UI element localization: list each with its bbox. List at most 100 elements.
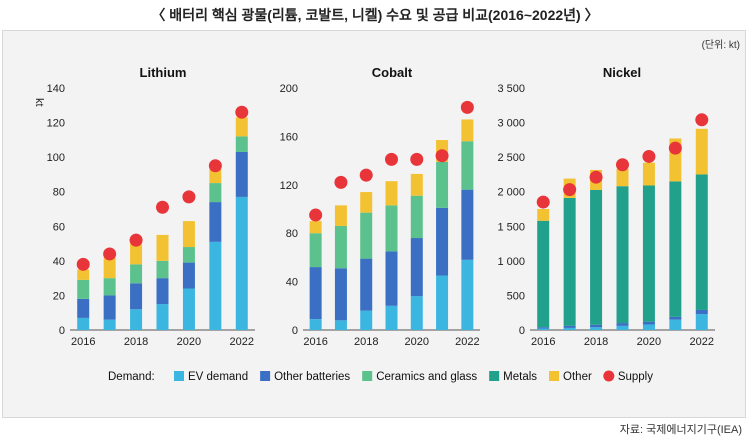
nickel-bar-other-batteries [669,316,682,320]
cobalt-supply-point [460,100,474,114]
nickel-supply-point [589,170,603,184]
nickel-supply-point [668,141,682,155]
cobalt-bar-other [360,192,373,213]
legend-item-other-batteries: Other batteries [274,371,350,383]
nickel-bar-ev-demand [563,327,576,330]
cobalt-bar-ev-demand [360,310,373,330]
nickel-bar-metals [563,197,576,326]
lithium-bar-other [209,169,222,184]
cobalt-xtick: 2016 [303,336,327,348]
figure-title: 〈 배터리 핵심 광물(리튬, 코발트, 니켈) 수요 및 공급 비교(2016… [151,7,599,23]
cobalt-ytick: 40 [286,277,298,289]
nickel-bar-ev-demand [537,328,550,330]
cobalt-bar-ev-demand [334,320,347,330]
lithium-supply-point [182,190,196,204]
nickel-bar-metals [537,220,550,328]
nickel-bar-ev-demand [642,324,655,330]
cobalt-bar-ceramics-and-glass [309,233,322,268]
cobalt-bar-other-batteries [385,251,398,306]
nickel-xtick: 2022 [690,336,714,348]
nickel-bar-other-batteries [695,309,708,315]
cobalt-ytick: 200 [280,83,298,95]
nickel-title: Nickel [603,65,641,80]
cobalt-bar-ev-demand [309,319,322,330]
lithium-supply-point [208,159,222,173]
cobalt-ytick: 80 [286,228,298,240]
lithium-bar-ceramics-and-glass [130,264,143,284]
lithium-bar-ceramics-and-glass [209,183,222,203]
lithium-ytick: 60 [53,221,65,233]
lithium-bar-other-batteries [130,283,143,310]
lithium-xtick: 2018 [124,336,148,348]
nickel-ytick: 3 000 [497,118,525,130]
lithium-bar-other [182,221,195,248]
cobalt-ytick: 120 [280,180,298,192]
lithium-supply-point [156,200,169,214]
lithium-xtick: 2016 [71,336,95,348]
lithium-bar-ev-demand [182,288,195,330]
nickel-ytick: 2 000 [497,187,525,199]
lithium-bar-other [77,269,90,280]
cobalt-bar-ceramics-and-glass [334,225,347,269]
nickel-bar-metals [616,186,629,324]
nickel-supply-point [695,113,709,127]
legend-swatch-other [549,371,560,381]
cobalt-bar-other-batteries [334,268,347,321]
lithium-supply-point [235,105,249,119]
nickel-bar-other [642,162,655,186]
legend-swatch-ev-demand [174,371,184,381]
lithium-ytick: 120 [47,118,65,130]
lithium-xtick: 2022 [230,336,254,348]
legend-item-metals: Metals [503,371,537,383]
cobalt-supply-point [309,208,323,222]
nickel-bar-other-batteries [642,321,655,325]
cobalt-bar-ceramics-and-glass [410,195,423,239]
nickel-ytick: 0 [519,325,525,337]
legend-swatch-metals [489,371,500,381]
nickel-xtick: 2020 [637,336,661,348]
cobalt-xtick: 2018 [354,336,378,348]
cobalt-supply-point [359,168,373,182]
lithium-supply-point [129,233,143,247]
nickel-bar-other-batteries [563,325,576,328]
cobalt-bar-ev-demand [461,259,474,330]
nickel-xtick: 2018 [584,336,608,348]
nickel-bar-ev-demand [669,319,682,330]
nickel-bar-other [616,168,629,187]
lithium-bar-other [235,117,248,137]
cobalt-bar-other-batteries [436,207,449,276]
nickel-supply-point [642,149,656,163]
lithium-bar-ev-demand [130,309,143,330]
lithium-bar-other-batteries [156,278,169,305]
nickel-ytick: 3 500 [497,83,525,95]
lithium-supply-point [103,247,117,261]
nickel-bar-other [695,128,708,175]
cobalt-bar-ev-demand [436,275,449,330]
nickel-bar-metals [695,174,708,310]
cobalt-bar-other [334,205,347,226]
nickel-bar-ev-demand [616,325,629,330]
lithium-bar-other [156,234,169,261]
nickel-bar-other-batteries [537,327,550,329]
cobalt-bar-other [385,181,398,206]
cobalt-bar-ev-demand [410,296,423,330]
lithium-bar-ev-demand [77,317,90,330]
legend-item-other: Other [563,371,592,383]
nickel-supply-point [616,158,629,172]
nickel-supply-point [563,183,577,197]
cobalt-bar-other [461,119,474,142]
legend-swatch-other-batteries [260,371,271,381]
lithium-bar-other-batteries [209,202,222,242]
lithium-ylabel: kt [33,98,45,107]
lithium-bar-ceramics-and-glass [77,279,90,299]
lithium-bar-ceramics-and-glass [103,278,116,296]
nickel-bar-metals [669,181,682,317]
lithium-bar-other-batteries [77,298,90,318]
lithium-ytick: 20 [53,290,65,302]
nickel-bar-metals [642,185,655,322]
unit-label: (단위: kt) [701,40,740,51]
lithium-ytick: 100 [47,152,65,164]
nickel-ytick: 1 500 [497,221,525,233]
cobalt-bar-other-batteries [309,267,322,320]
